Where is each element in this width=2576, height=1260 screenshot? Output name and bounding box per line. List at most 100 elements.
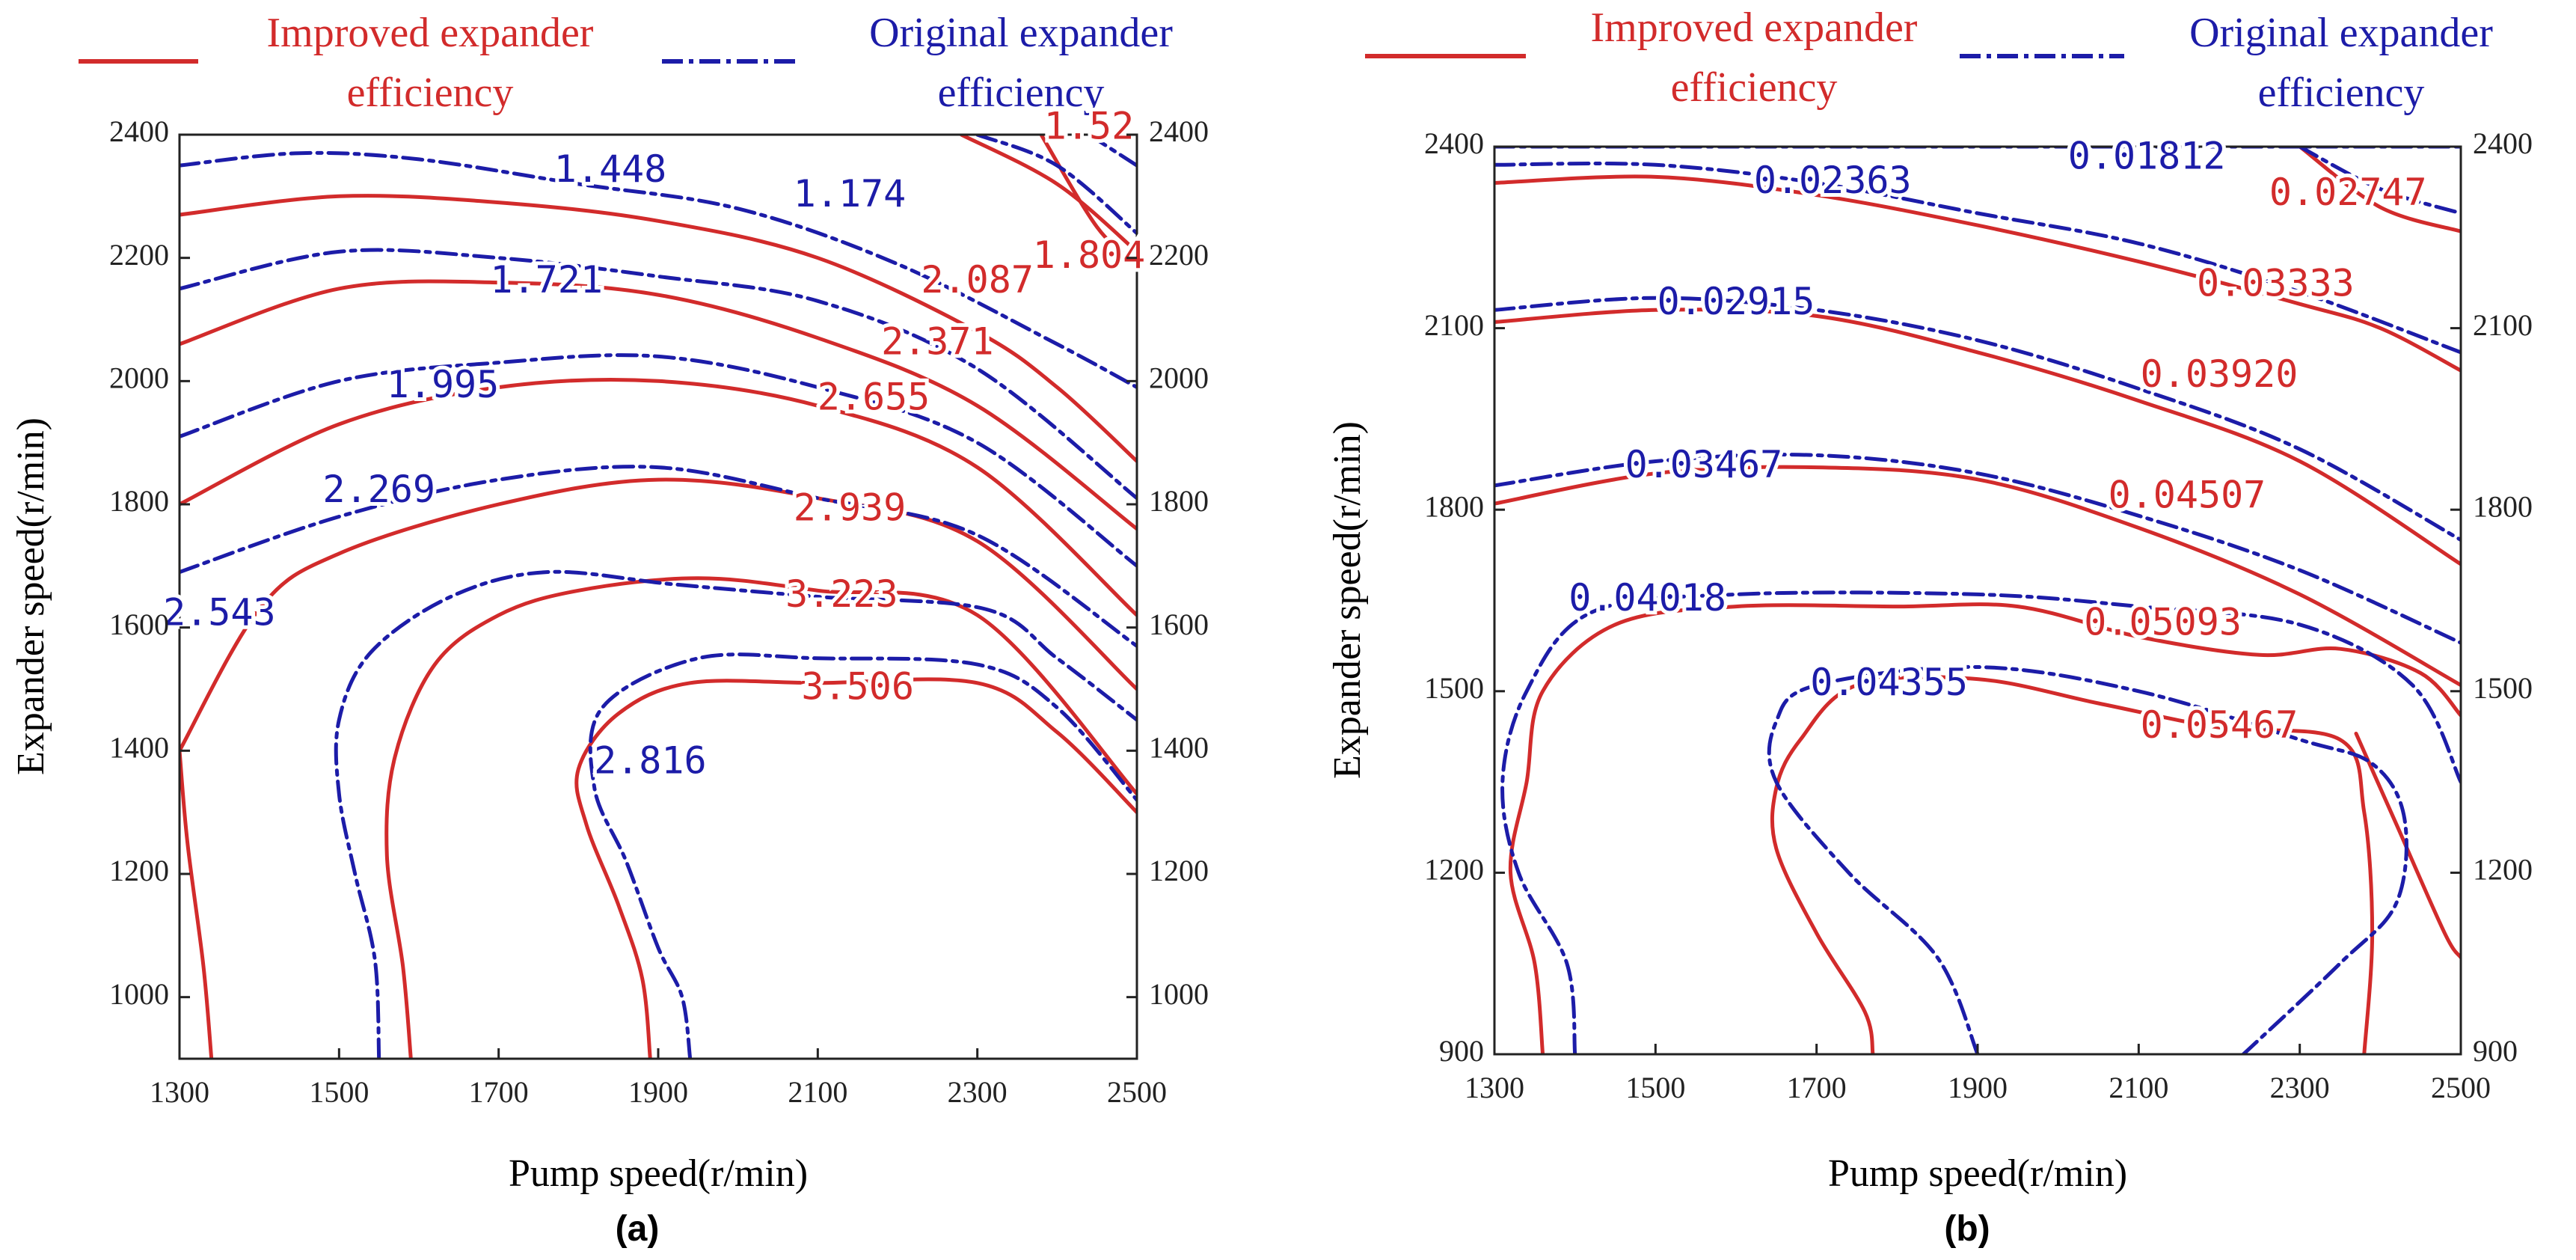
contour-original-a-8 — [1087, 135, 1137, 168]
contour-label-b-2: 0.01812 — [2068, 135, 2226, 178]
contour-original-b-6 — [1767, 664, 2408, 1054]
x-axis-label-b: Pump speed(r/min) — [1828, 1152, 2127, 1195]
contour-label-a-15: 2.816 — [594, 738, 707, 782]
x-axis-label-a: Pump speed(r/min) — [509, 1152, 808, 1195]
panel-label-b: (b) — [1944, 1209, 1990, 1249]
legend-a-improved-line1: Improved expander — [267, 10, 594, 56]
legend-b-original-line2: efficiency — [2258, 70, 2425, 116]
contour-original-a-7 — [975, 135, 1137, 236]
contour-original-b-7 — [2298, 147, 2461, 215]
legend-b-improved-line1: Improved expander — [1591, 4, 1918, 51]
contour-label-a-14: 3.506 — [801, 665, 914, 709]
x-tick-label-b-1500: 1500 — [1625, 1071, 1685, 1104]
right-y-tick-label-a-2000: 2000 — [1149, 361, 1209, 395]
contour-label-b-3: 0.02747 — [2269, 171, 2427, 214]
contour-label-a-8: 1.995 — [387, 363, 500, 406]
contour-label-a-9: 2.655 — [818, 376, 930, 419]
right-y-tick-label-a-1600: 1600 — [1149, 608, 1209, 641]
x-tick-label-b-1300: 1300 — [1465, 1071, 1524, 1104]
x-tick-label-a-2500: 2500 — [1107, 1075, 1167, 1109]
y-ticks-b: 900 1200 1500 1800 2100 2400 — [1424, 126, 1505, 1068]
x-tick-label-a-1700: 1700 — [469, 1075, 529, 1109]
x-tick-label-a-1900: 1900 — [628, 1075, 688, 1109]
panel-a: Improved expander efficiency Original ex… — [10, 10, 1209, 1249]
contour-original-a-6 — [588, 652, 1137, 1059]
right-y-ticks-a: 1000 1200 1400 1600 1800 2000 2200 2400 — [1126, 114, 1209, 1011]
contour-label-b-11: 0.04355 — [1810, 661, 1968, 704]
panel-b: Improved expander efficiency Original ex… — [1326, 4, 2533, 1249]
panel-label-a: (a) — [616, 1209, 660, 1249]
legend-a-improved-line2: efficiency — [347, 70, 514, 116]
legend-b-original-line1: Original expander — [2189, 10, 2493, 56]
contour-improved-a-5 — [180, 748, 214, 1059]
y-tick-label-b-2400: 2400 — [1424, 126, 1484, 160]
y-axis-label-b: Expander speed(r/min) — [1326, 421, 1369, 779]
contour-improved-a-6 — [384, 576, 1137, 1059]
right-y-tick-label-b-900: 900 — [2473, 1034, 2518, 1068]
y-axis-label-a: Expander speed(r/min) — [10, 418, 52, 775]
legend-a-original-line2: efficiency — [938, 70, 1105, 116]
x-tick-label-a-1500: 1500 — [309, 1075, 369, 1109]
legend-a-original-line1: Original expander — [869, 10, 1173, 56]
y-tick-label-b-900: 900 — [1439, 1034, 1484, 1068]
legend-b-improved-line2: efficiency — [1671, 64, 1838, 111]
contour-label-a-10: 2.269 — [322, 468, 435, 511]
legend-b: Improved expander efficiency Original ex… — [1365, 4, 2493, 116]
contour-label-b-7: 0.03467 — [1625, 443, 1783, 486]
contour-label-a-13: 3.223 — [785, 572, 898, 616]
right-y-tick-label-a-2400: 2400 — [1149, 114, 1209, 148]
right-y-tick-label-b-1200: 1200 — [2473, 853, 2533, 887]
y-tick-label-a-1600: 1600 — [109, 608, 169, 641]
contour-improved-a-9 — [1039, 135, 1137, 266]
y-tick-label-a-1000: 1000 — [109, 977, 169, 1011]
y-tick-label-b-1800: 1800 — [1424, 489, 1484, 523]
contour-label-a-3: 1.52 — [1044, 104, 1134, 147]
contour-label-a-1: 1.448 — [554, 147, 667, 191]
contour-improved-b-5 — [1770, 675, 2375, 1054]
x-tick-label-a-1300: 1300 — [150, 1075, 209, 1109]
right-y-tick-label-b-2400: 2400 — [2473, 126, 2533, 160]
x-tick-label-a-2300: 2300 — [948, 1075, 1008, 1109]
contour-label-b-5: 0.02915 — [1657, 280, 1815, 323]
x-tick-label-b-1900: 1900 — [1948, 1071, 2008, 1104]
contour-improved-b-7 — [2298, 147, 2461, 233]
y-tick-label-a-2400: 2400 — [109, 114, 169, 148]
contour-improved-a-2 — [180, 279, 1137, 531]
y-tick-label-a-1200: 1200 — [109, 854, 169, 887]
contour-original-a-5 — [334, 569, 1137, 1059]
contour-label-a-12: 2.543 — [163, 591, 276, 634]
contour-improved-a-8 — [959, 135, 1137, 254]
contour-label-a-11: 2.939 — [794, 486, 907, 530]
right-y-tick-label-a-2200: 2200 — [1149, 238, 1209, 272]
contour-label-a-2: 1.174 — [794, 172, 907, 215]
contour-original-b-2 — [1494, 161, 2461, 355]
y-tick-label-b-2100: 2100 — [1424, 308, 1484, 342]
x-ticks-b: 1300 1500 1700 1900 2100 2300 2500 — [1465, 1044, 2491, 1104]
x-tick-label-b-2300: 2300 — [2270, 1071, 2330, 1104]
right-y-tick-label-a-1000: 1000 — [1149, 977, 1209, 1011]
contour-label-a-6: 1.804 — [1033, 233, 1146, 277]
contour-labels-b: 0.02363 0.01812 0.02747 0.03333 0.02915 0.039… — [1565, 131, 2430, 750]
contour-improved-a-1 — [180, 194, 1137, 463]
contour-label-b-12: 0.05467 — [2141, 703, 2299, 747]
contour-original-a-2 — [180, 248, 1137, 501]
contour-improved-b-4 — [1508, 602, 2461, 1054]
x-tick-label-b-2100: 2100 — [2109, 1071, 2168, 1104]
contour-improved-b-2 — [1494, 308, 2461, 566]
right-y-ticks-b: 900 1200 1500 1800 2100 2400 — [2450, 126, 2533, 1068]
contour-original-b-3 — [1494, 296, 2461, 542]
contour-original-a-4 — [180, 465, 1137, 648]
contour-improved-a-3 — [180, 377, 1137, 617]
contour-label-b-6: 0.03920 — [2141, 352, 2299, 396]
contour-label-b-8: 0.04507 — [2109, 474, 2266, 517]
x-tick-label-b-2500: 2500 — [2431, 1071, 2491, 1104]
contour-label-b-9: 0.04018 — [1568, 576, 1726, 620]
y-tick-label-a-2200: 2200 — [109, 238, 169, 272]
right-y-tick-label-a-1200: 1200 — [1149, 854, 1209, 887]
y-tick-label-a-1400: 1400 — [109, 731, 169, 765]
contour-improved-a-7 — [574, 677, 1137, 1059]
contour-original-a-3 — [180, 353, 1137, 568]
right-y-tick-label-a-1800: 1800 — [1149, 484, 1209, 518]
